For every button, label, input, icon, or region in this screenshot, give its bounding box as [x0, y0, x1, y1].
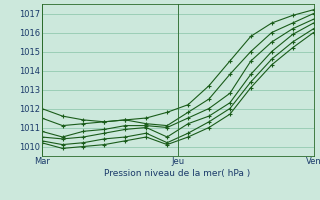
X-axis label: Pression niveau de la mer( hPa ): Pression niveau de la mer( hPa ) [104, 169, 251, 178]
